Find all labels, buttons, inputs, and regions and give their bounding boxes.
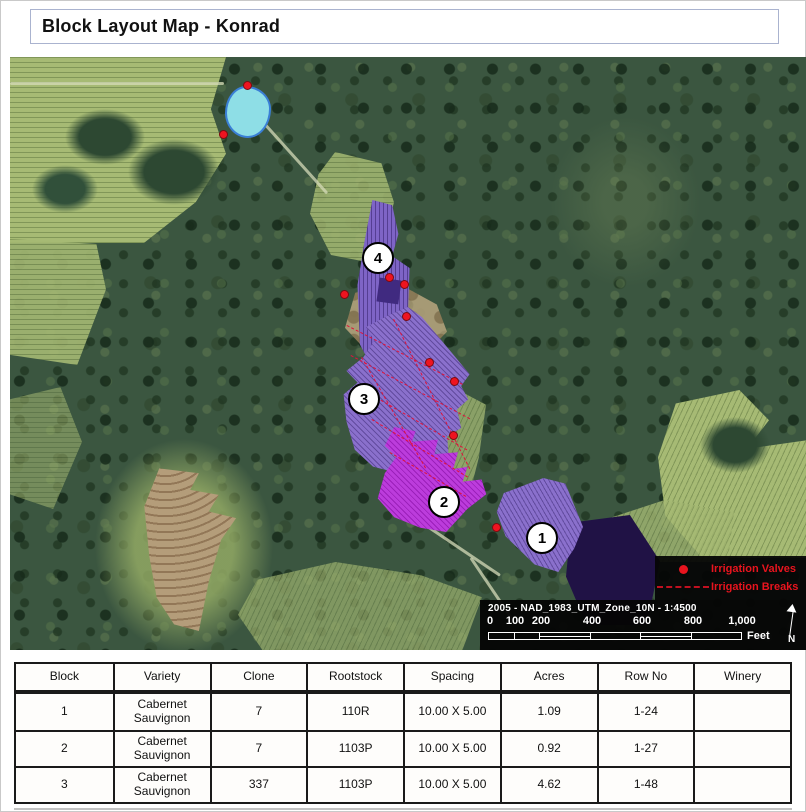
cell-clone: 7 xyxy=(209,694,307,730)
tree-clump xyxy=(128,139,220,205)
valve-dot-icon xyxy=(678,564,688,574)
trail xyxy=(261,121,329,195)
scale-tick: 400 xyxy=(582,615,602,627)
irrigation-valve-dot xyxy=(449,431,458,440)
cell-block: 3 xyxy=(16,766,113,802)
cell-rowno: 1-48 xyxy=(596,766,694,802)
cell-spacing: 10.00 X 5.00 xyxy=(403,694,500,730)
irrigation-valve-dot xyxy=(400,280,409,289)
cell-block: 1 xyxy=(16,694,113,730)
tree-clump xyxy=(32,165,98,213)
projection-caption: 2005 - NAD_1983_UTM_Zone_10N - 1:4500 xyxy=(488,603,697,614)
col-header-rootstock: Rootstock xyxy=(306,664,403,690)
north-label: N xyxy=(788,634,796,645)
block-marker-1: 1 xyxy=(526,522,558,554)
scale-tick: 100 xyxy=(505,615,525,627)
irrigation-valve-dot xyxy=(492,523,501,532)
block-table-body: 1 Cabernet Sauvignon 7 110R 10.00 X 5.00… xyxy=(14,692,792,804)
page-title: Block Layout Map - Konrad xyxy=(42,16,281,36)
col-header-spacing: Spacing xyxy=(403,664,500,690)
block-marker-4: 4 xyxy=(362,242,394,274)
cell-rowno: 1-27 xyxy=(596,730,694,766)
legend-valves-label: Irrigation Valves xyxy=(711,563,796,575)
cell-acres: 1.09 xyxy=(499,694,597,730)
irrigation-valve-dot xyxy=(219,130,228,139)
cell-spacing: 10.00 X 5.00 xyxy=(403,730,500,766)
legend-breaks-row: Irrigation Breaks xyxy=(655,580,806,595)
col-header-acres: Acres xyxy=(499,664,597,690)
cell-rootstock: 1103P xyxy=(306,730,403,766)
legend-valves-row: Irrigation Valves xyxy=(655,562,806,577)
cropped-next-row-line xyxy=(14,808,792,810)
legend-breaks-label: Irrigation Breaks xyxy=(711,581,799,593)
field-bottom-center xyxy=(238,562,482,650)
block-table-header: Block Variety Clone Rootstock Spacing Ac… xyxy=(14,662,792,692)
block-marker-label: 2 xyxy=(439,493,449,511)
block-marker-2: 2 xyxy=(428,486,460,518)
cell-rootstock: 110R xyxy=(306,694,403,730)
cell-winery xyxy=(693,730,790,766)
irrigation-valve-dot xyxy=(425,358,434,367)
scale-tick: 1,000 xyxy=(728,615,756,627)
cell-clone: 7 xyxy=(209,730,307,766)
col-header-block: Block xyxy=(16,664,113,690)
pond xyxy=(225,86,271,138)
north-arrow-icon: N xyxy=(783,602,801,646)
block-marker-label: 4 xyxy=(373,249,383,267)
block-marker-label: 3 xyxy=(359,390,369,408)
irrigation-valve-dot xyxy=(340,290,349,299)
break-dash-icon xyxy=(657,586,709,588)
road xyxy=(10,82,224,85)
scale-bar xyxy=(488,632,742,640)
col-header-clone: Clone xyxy=(209,664,307,690)
scale-tick: 600 xyxy=(632,615,652,627)
trail xyxy=(426,525,501,577)
field-left-mid xyxy=(10,387,82,509)
irrigation-valve-dot xyxy=(243,81,252,90)
map-legend: Irrigation Valves Irrigation Breaks xyxy=(655,556,806,600)
cell-clone: 337 xyxy=(209,766,307,802)
aerial-map: 4 3 2 1 Irrigation Valves Irrigation Bre… xyxy=(10,57,806,650)
tree-clump xyxy=(700,417,770,473)
scale-tick: 0 xyxy=(486,615,494,627)
col-header-rowno: Row No xyxy=(596,664,694,690)
cell-variety: Cabernet Sauvignon xyxy=(112,730,210,766)
cell-acres: 0.92 xyxy=(499,730,597,766)
cell-spacing: 10.00 X 5.00 xyxy=(403,766,500,802)
col-header-variety: Variety xyxy=(112,664,210,690)
title-bar: Block Layout Map - Konrad xyxy=(30,9,779,44)
cell-rowno: 1-24 xyxy=(596,694,694,730)
block-marker-label: 1 xyxy=(537,529,547,547)
scale-tick: 200 xyxy=(531,615,551,627)
scale-bar-panel: 2005 - NAD_1983_UTM_Zone_10N - 1:4500 0 … xyxy=(480,600,806,650)
irrigation-valve-dot xyxy=(450,377,459,386)
cell-winery xyxy=(693,766,790,802)
col-header-winery: Winery xyxy=(693,664,790,690)
cell-block: 2 xyxy=(16,730,113,766)
scale-tick: 800 xyxy=(683,615,703,627)
field-left-strip xyxy=(10,239,106,365)
thinned-forest-patch xyxy=(550,117,700,287)
irrigation-valve-dot xyxy=(402,312,411,321)
cell-acres: 4.62 xyxy=(499,766,597,802)
cell-rootstock: 1103P xyxy=(306,766,403,802)
irrigation-valve-dot xyxy=(385,273,394,282)
block-marker-3: 3 xyxy=(348,383,380,415)
tree-clump xyxy=(65,109,145,165)
cell-winery xyxy=(693,694,790,730)
cell-variety: Cabernet Sauvignon xyxy=(112,766,210,802)
scale-unit-label: Feet xyxy=(747,630,770,642)
cell-variety: Cabernet Sauvignon xyxy=(112,694,210,730)
